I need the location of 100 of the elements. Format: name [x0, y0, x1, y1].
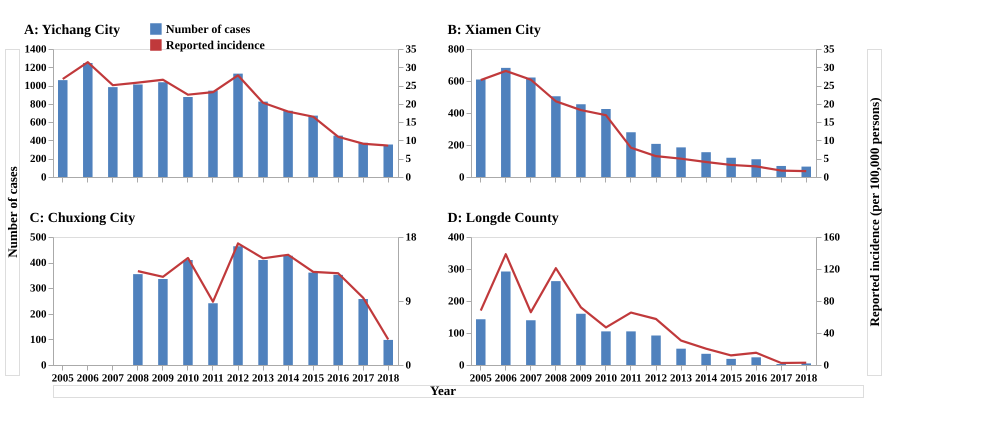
chart-title: A: Yichang City [24, 23, 120, 38]
bar [283, 256, 293, 365]
y-tick-label: 600 [448, 76, 465, 88]
y2-tick-label: 25 [824, 80, 835, 92]
bar [501, 272, 511, 365]
y-tick-label: 1000 [24, 80, 47, 92]
x-tick-label: 2010 [594, 372, 618, 384]
y-tick-label: 400 [448, 108, 465, 120]
x-tick-label: 2005 [470, 372, 492, 384]
x-tick-label: 2018 [795, 372, 818, 384]
bar [333, 274, 343, 365]
bar [526, 77, 536, 177]
y2-tick-label: 120 [824, 264, 840, 276]
y-tick-label: 0 [459, 360, 465, 372]
y-tick-label: 200 [448, 296, 465, 308]
line-series [62, 61, 390, 147]
line-series [136, 242, 390, 340]
bar [383, 144, 393, 177]
x-tick-label: 2006 [76, 372, 100, 384]
legend-label: Reported incidence [166, 38, 266, 52]
bar [358, 298, 368, 365]
x-tick-label: 2006 [494, 372, 518, 384]
x-tick-label: 2011 [620, 372, 642, 384]
y-tick-label: 300 [30, 282, 47, 295]
x-tick-label: 2012 [645, 372, 668, 384]
y-tick-label: 300 [448, 264, 465, 276]
bar [158, 82, 168, 177]
x-tick-label: 2016 [327, 372, 350, 384]
x-tick-label: 2009 [570, 372, 592, 384]
chart-title: D: Longde County [448, 211, 559, 226]
bar [58, 80, 68, 177]
y-tick-label: 0 [41, 172, 47, 184]
bar [258, 260, 268, 365]
y2-tick-label: 5 [406, 153, 412, 166]
y2-tick-label: 10 [824, 134, 835, 147]
bar [526, 320, 536, 365]
y2-tick-label: 25 [406, 80, 417, 92]
x-tick-label: 2011 [202, 372, 224, 384]
y2-tick-label: 9 [406, 296, 412, 308]
y2-tick-label: 0 [824, 360, 830, 372]
y2-tick-label: 35 [406, 44, 417, 56]
bar [551, 281, 561, 365]
bar [601, 109, 611, 177]
bar [283, 110, 293, 177]
y2-tick-label: 20 [824, 98, 835, 110]
y2-axis-title: Reported incidence (per 100,000 persons) [867, 97, 882, 327]
y-tick-label: 1200 [24, 62, 47, 74]
bar [576, 314, 586, 365]
y2-tick-label: 18 [406, 232, 417, 244]
bar [576, 104, 586, 177]
bar [158, 278, 168, 365]
y2-tick-label: 15 [406, 116, 417, 129]
x-tick-label: 2014 [277, 372, 300, 384]
x-axis-title: Year [430, 383, 456, 398]
bar [333, 136, 343, 177]
y-tick-label: 500 [30, 232, 47, 244]
y-axis-title: Number of cases [5, 166, 20, 258]
bar [133, 84, 143, 177]
x-tick-label: 2007 [102, 372, 124, 384]
y-tick-label: 200 [448, 140, 465, 152]
bar [701, 152, 711, 177]
bar [183, 97, 193, 177]
bar [476, 80, 486, 177]
line-series [480, 253, 808, 364]
bar [233, 74, 243, 177]
legend-label: Number of cases [166, 22, 251, 36]
y-tick-label: 800 [448, 44, 465, 56]
bar [308, 272, 318, 365]
bar [383, 340, 393, 365]
bar [133, 274, 143, 365]
y2-tick-label: 15 [824, 116, 835, 129]
y-tick-label: 200 [30, 308, 47, 320]
x-tick-label: 2008 [126, 372, 150, 384]
x-tick-label: 2005 [52, 372, 74, 384]
x-tick-label: 2015 [720, 372, 743, 384]
bar [626, 331, 636, 365]
bar [676, 348, 686, 365]
x-tick-label: 2010 [176, 372, 200, 384]
bar [801, 166, 811, 177]
x-tick-label: 2017 [770, 372, 793, 384]
line-series [480, 70, 808, 172]
x-tick-label: 2013 [670, 372, 693, 384]
x-tick-label: 2016 [745, 372, 768, 384]
bar [626, 132, 636, 177]
y2-tick-label: 10 [406, 134, 417, 147]
y-tick-label: 800 [30, 98, 47, 110]
y-tick-label: 0 [41, 360, 47, 372]
y2-tick-label: 35 [824, 44, 835, 56]
bar [108, 87, 118, 177]
y2-tick-label: 0 [406, 172, 412, 184]
bar [651, 336, 661, 365]
bar [651, 144, 661, 177]
x-tick-label: 2007 [520, 372, 542, 384]
bar [233, 246, 243, 365]
bar [183, 260, 193, 365]
x-tick-label: 2012 [227, 372, 250, 384]
bar [551, 96, 561, 177]
y2-tick-label: 80 [824, 296, 835, 308]
x-tick-label: 2014 [695, 372, 718, 384]
y-tick-label: 0 [459, 172, 465, 184]
